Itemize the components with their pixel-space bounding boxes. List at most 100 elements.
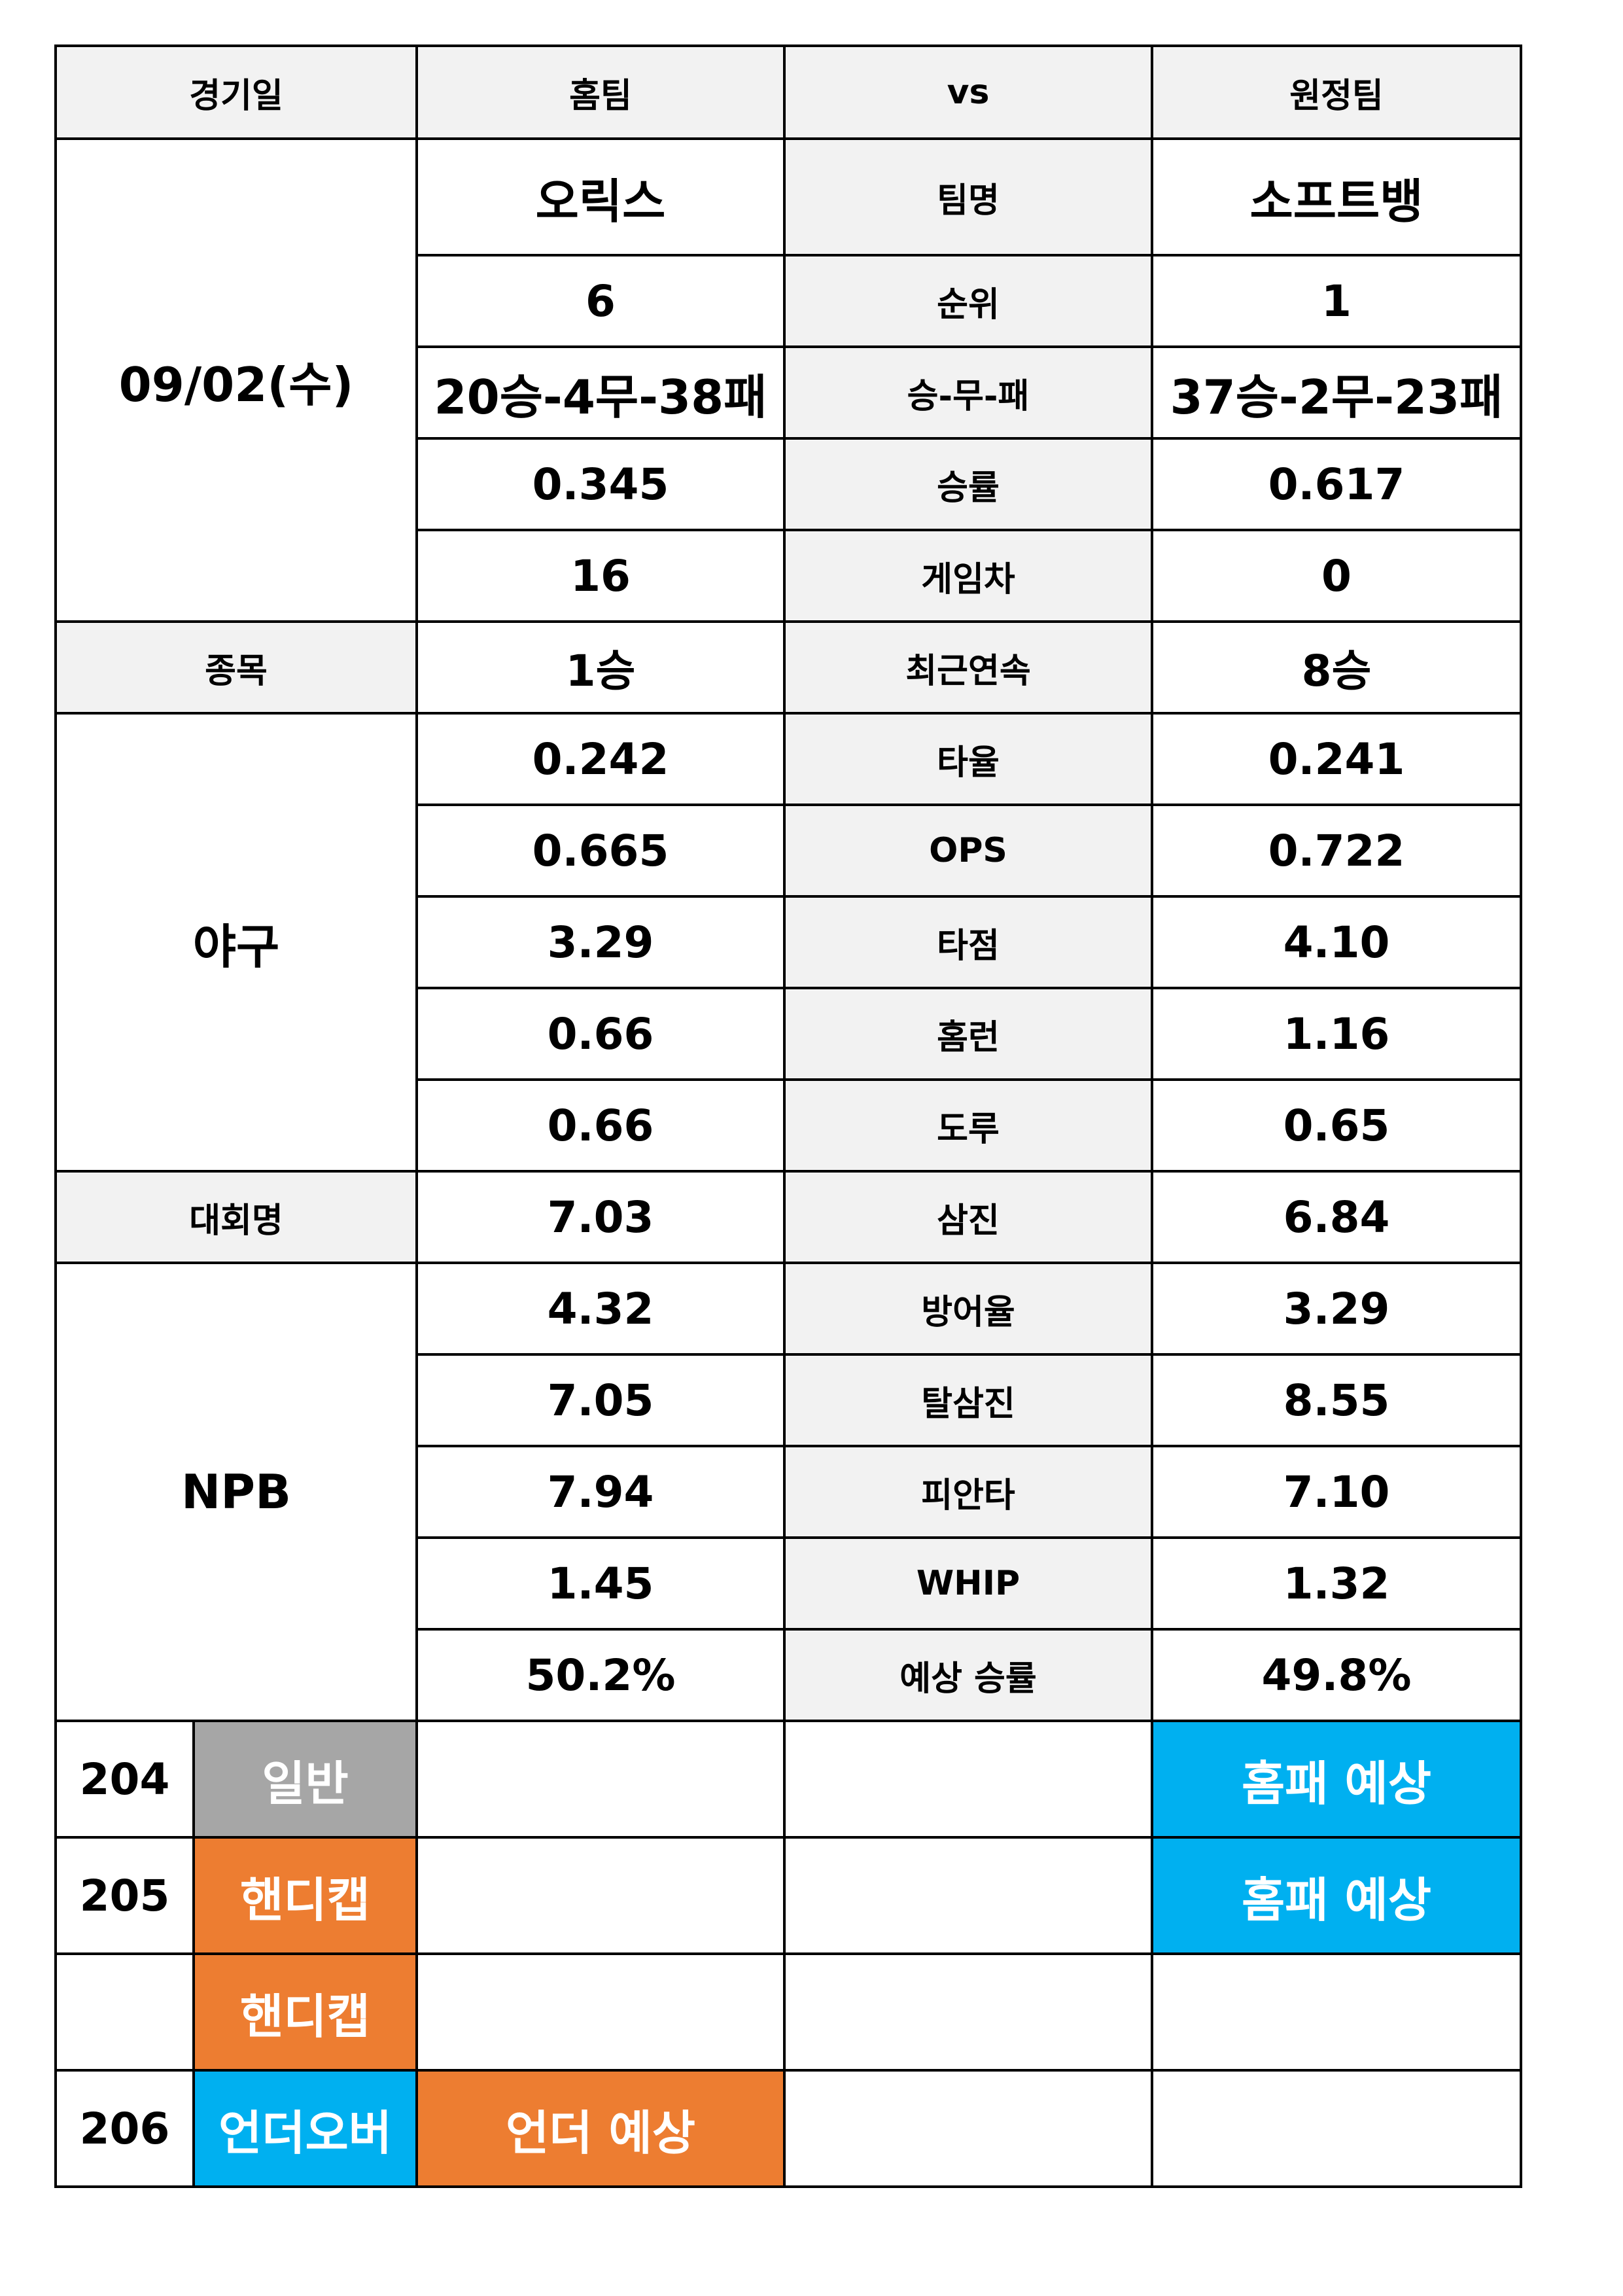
header-row: 경기일 홈팀 vs 원정팀 <box>54 44 1522 140</box>
league-value: NPB <box>54 1262 418 1722</box>
stat-row-ops: 0.665 OPS 0.722 <box>56 804 1522 898</box>
home-stat-value: 3.29 <box>415 895 786 989</box>
away-team-header: 원정팀 <box>1151 44 1522 140</box>
away-stat-value: 1 <box>1151 254 1522 348</box>
stat-row-whip: 1.45 WHIP 1.32 <box>56 1536 1522 1631</box>
stat-row-streak: 종목 1승 최근연속 8승 <box>54 620 1522 715</box>
stat-label: 타율 <box>783 712 1153 806</box>
bet-away-pick: 홈패 예상 <box>1151 1720 1522 1839</box>
away-stat-value: 1.16 <box>1151 987 1522 1081</box>
stat-label: 피안타 <box>783 1445 1153 1539</box>
stat-row-expected-win: 50.2% 예상 승률 49.8% <box>56 1628 1522 1722</box>
stat-label: OPS <box>783 804 1153 898</box>
home-stat-value: 4.32 <box>415 1262 786 1356</box>
bet-vs-pick <box>783 1836 1153 1955</box>
bet-row: 205 핸디캡 홈패 예상 <box>54 1836 1522 1955</box>
home-stat-value: 0.242 <box>415 712 786 806</box>
bet-number: 206 <box>54 2069 195 2188</box>
away-stat-value: 0 <box>1151 529 1522 623</box>
bet-home-pick: 언더 예상 <box>415 2069 786 2188</box>
stat-row-strikeout: 대회명 7.03 삼진 6.84 <box>54 1170 1522 1264</box>
away-stat-value: 8승 <box>1151 620 1522 715</box>
stat-row-homerun: 0.66 홈런 1.16 <box>56 987 1522 1081</box>
away-stat-value: 6.84 <box>1151 1170 1522 1264</box>
home-stat-value: 0.66 <box>415 1078 786 1173</box>
date-header: 경기일 <box>54 44 418 140</box>
bet-type-handicap: 핸디캡 <box>192 1952 418 2072</box>
bet-vs-pick <box>783 2069 1153 2188</box>
home-stat-value: 6 <box>415 254 786 348</box>
bet-away-pick: 홈패 예상 <box>1151 1836 1522 1955</box>
away-team-name: 소프트뱅 <box>1151 137 1522 256</box>
bet-number: 205 <box>54 1836 195 1955</box>
stat-row-team-name: 09/02(수) 오릭스 팀명 소프트뱅 <box>54 137 1522 623</box>
stat-row-era: NPB 4.32 방어율 3.29 <box>54 1262 1522 1722</box>
bet-row: 206 언더오버 언더 예상 <box>54 2069 1522 2188</box>
stat-label: 최근연속 <box>783 620 1153 715</box>
bet-row: 핸디캡 <box>54 1952 1522 2072</box>
sport-value: 야구 <box>54 712 418 1173</box>
away-stat-value: 49.8% <box>1151 1628 1522 1722</box>
home-stat-value: 0.345 <box>415 437 786 531</box>
home-team-header: 홈팀 <box>415 44 786 140</box>
bet-type-general: 일반 <box>192 1720 418 1839</box>
bet-vs-pick <box>783 1720 1153 1839</box>
match-date: 09/02(수) <box>54 137 418 623</box>
bet-away-pick <box>1151 2069 1522 2188</box>
home-stat-value: 0.665 <box>415 804 786 898</box>
stat-label: 타점 <box>783 895 1153 989</box>
home-team-name: 오릭스 <box>415 137 786 256</box>
stat-label: 방어율 <box>783 1262 1153 1356</box>
stat-row-win-rate: 0.345 승률 0.617 <box>56 437 1522 531</box>
away-stat-value: 0.617 <box>1151 437 1522 531</box>
home-stat-value: 1승 <box>415 620 786 715</box>
home-stat-value: 50.2% <box>415 1628 786 1722</box>
away-stat-value: 0.722 <box>1151 804 1522 898</box>
home-stat-value: 0.66 <box>415 987 786 1081</box>
stat-label: 예상 승률 <box>783 1628 1153 1722</box>
bet-home-pick <box>415 1952 786 2072</box>
stat-row-steal: 0.66 도루 0.65 <box>56 1078 1522 1173</box>
stat-row-hits-allowed: 7.94 피안타 7.10 <box>56 1445 1522 1539</box>
home-stat-value: 16 <box>415 529 786 623</box>
stat-row-rank: 6 순위 1 <box>56 254 1522 348</box>
away-stat-value: 0.241 <box>1151 712 1522 806</box>
stat-row-games-behind: 16 게임차 0 <box>56 529 1522 623</box>
away-stat-value: 3.29 <box>1151 1262 1522 1356</box>
stat-label: 홈런 <box>783 987 1153 1081</box>
stat-label: 승-무-패 <box>783 345 1153 440</box>
bet-away-pick <box>1151 1952 1522 2072</box>
home-stat-value: 7.94 <box>415 1445 786 1539</box>
home-stat-value: 20승-4무-38패 <box>415 345 786 440</box>
vs-header: vs <box>783 44 1153 140</box>
stat-label: 승률 <box>783 437 1153 531</box>
bet-number <box>54 1952 195 2072</box>
away-stat-value: 0.65 <box>1151 1078 1522 1173</box>
match-analysis-table: 경기일 홈팀 vs 원정팀 09/02(수) 오릭스 팀명 소프트뱅 6 순위 … <box>54 44 1522 2188</box>
bet-home-pick <box>415 1720 786 1839</box>
home-stat-value: 7.03 <box>415 1170 786 1264</box>
bet-number: 204 <box>54 1720 195 1839</box>
bet-type-handicap: 핸디캡 <box>192 1836 418 1955</box>
bet-row: 204 일반 홈패 예상 <box>54 1720 1522 1839</box>
away-stat-value: 37승-2무-23패 <box>1151 345 1522 440</box>
away-stat-value: 4.10 <box>1151 895 1522 989</box>
stat-row-rbi: 3.29 타점 4.10 <box>56 895 1522 989</box>
stat-label: 삼진 <box>783 1170 1153 1264</box>
stat-row-record: 20승-4무-38패 승-무-패 37승-2무-23패 <box>56 345 1522 440</box>
bet-type-under-over: 언더오버 <box>192 2069 418 2188</box>
sport-label: 종목 <box>54 620 418 715</box>
stat-row-pitching-so: 7.05 탈삼진 8.55 <box>56 1353 1522 1447</box>
bet-vs-pick <box>783 1952 1153 2072</box>
stat-row-batting-avg: 야구 0.242 타율 0.241 <box>54 712 1522 1173</box>
stat-label: 탈삼진 <box>783 1353 1153 1447</box>
stat-label: WHIP <box>783 1536 1153 1631</box>
stat-label: 팀명 <box>783 137 1153 256</box>
bet-home-pick <box>415 1836 786 1955</box>
away-stat-value: 7.10 <box>1151 1445 1522 1539</box>
away-stat-value: 1.32 <box>1151 1536 1522 1631</box>
home-stat-value: 7.05 <box>415 1353 786 1447</box>
league-label: 대회명 <box>54 1170 418 1264</box>
stat-label: 게임차 <box>783 529 1153 623</box>
stat-label: 도루 <box>783 1078 1153 1173</box>
